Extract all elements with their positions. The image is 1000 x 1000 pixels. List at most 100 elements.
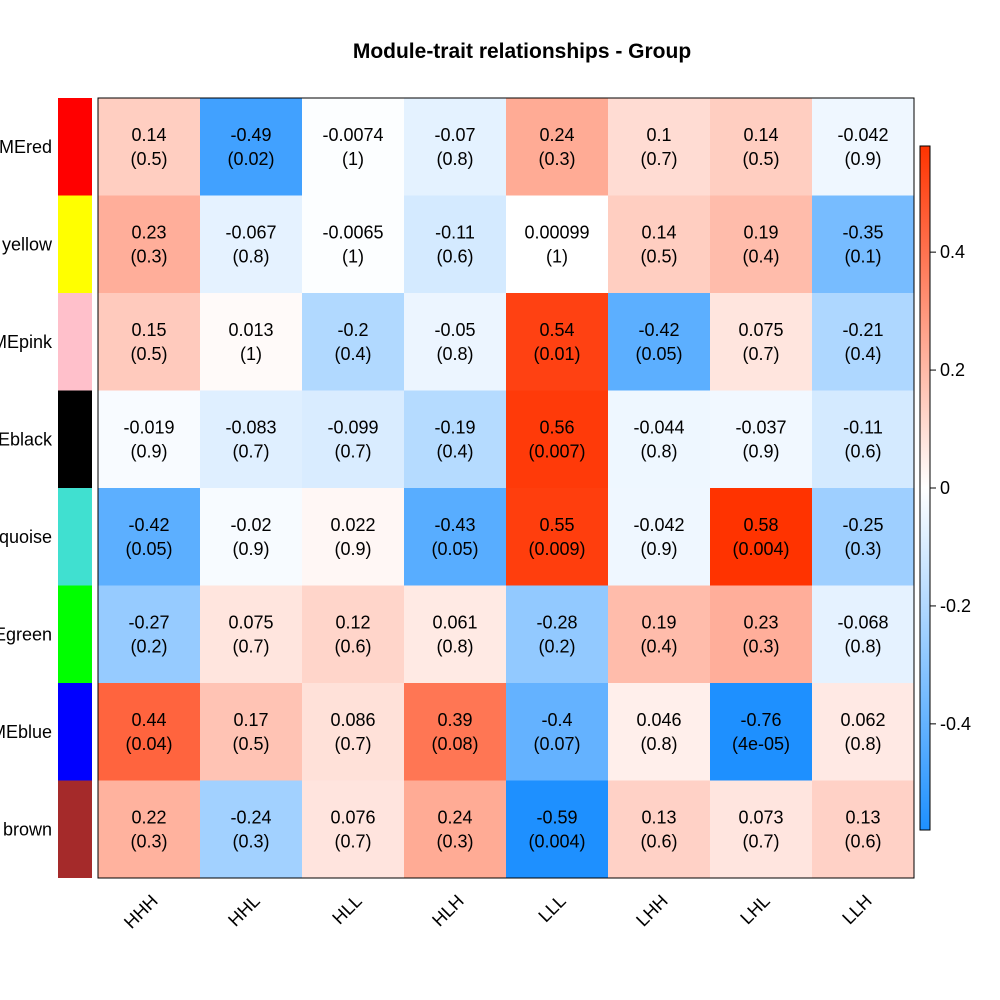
cell-correlation-label: 0.23 [131, 222, 166, 242]
module-color-bar [58, 585, 92, 683]
row-label: brown [3, 819, 52, 839]
cell-correlation-label: 0.013 [228, 320, 273, 340]
heatmap-cell [710, 683, 813, 781]
heatmap-cell [98, 293, 201, 391]
cell-correlation-label: 0.24 [437, 807, 472, 827]
cell-correlation-label: -0.43 [434, 515, 475, 535]
heatmap-cell [608, 683, 711, 781]
cell-pvalue-label: (0.3) [538, 149, 575, 169]
cell-correlation-label: -0.76 [740, 710, 781, 730]
cell-pvalue-label: (0.9) [844, 149, 881, 169]
cell-pvalue-label: (0.6) [436, 246, 473, 266]
heatmap-cell [404, 683, 507, 781]
row-label: Egreen [0, 624, 52, 644]
heatmap-cell [200, 683, 303, 781]
cell-correlation-label: -0.42 [128, 515, 169, 535]
cell-correlation-label: -0.037 [735, 417, 786, 437]
cell-pvalue-label: (0.7) [334, 831, 371, 851]
cell-pvalue-label: (0.3) [436, 831, 473, 851]
cell-pvalue-label: (0.4) [742, 246, 779, 266]
heatmap-cell [404, 195, 507, 294]
heatmap-cell [710, 195, 813, 294]
heatmap-cell [302, 98, 405, 196]
colorbar-tick-label: -0.4 [940, 714, 971, 734]
cell-pvalue-label: (0.2) [538, 636, 575, 656]
cell-pvalue-label: (4e-05) [732, 734, 790, 754]
cell-pvalue-label: (0.05) [125, 539, 172, 559]
cell-pvalue-label: (0.7) [334, 734, 371, 754]
cell-pvalue-label: (0.7) [232, 636, 269, 656]
heatmap-cell [812, 293, 915, 391]
heatmap-cell [608, 390, 711, 489]
cell-correlation-label: 0.14 [131, 125, 166, 145]
row-label: quoise [0, 527, 52, 547]
cell-pvalue-label: (0.9) [334, 539, 371, 559]
heatmap-cell [98, 780, 201, 879]
cell-pvalue-label: (0.01) [533, 344, 580, 364]
cell-pvalue-label: (0.7) [640, 149, 677, 169]
heatmap-cell [200, 585, 303, 684]
cell-correlation-label: 0.54 [539, 320, 574, 340]
heatmap-cell [302, 488, 405, 586]
row-label: Eblack [0, 429, 53, 449]
cell-pvalue-label: (0.8) [844, 734, 881, 754]
cell-pvalue-label: (0.5) [640, 246, 677, 266]
colorbar-tick-label: 0 [940, 478, 950, 498]
module-color-bar [58, 195, 92, 293]
cell-correlation-label: -0.02 [230, 515, 271, 535]
heatmap-cell [608, 780, 711, 879]
cell-correlation-label: 0.14 [743, 125, 778, 145]
plot-border [97, 97, 915, 879]
cell-correlation-label: 0.062 [840, 710, 885, 730]
heatmap-cell [98, 390, 201, 489]
column-label: LHL [736, 891, 773, 928]
cell-correlation-label: -0.0074 [322, 125, 383, 145]
cell-correlation-label: 0.17 [233, 710, 268, 730]
cell-correlation-label: -0.083 [225, 417, 276, 437]
colorbar-tick-label: 0.2 [940, 360, 965, 380]
heatmap-cell [404, 293, 507, 391]
heatmap-cell [404, 98, 507, 196]
heatmap-cell [812, 585, 915, 684]
heatmap-cell [404, 780, 507, 879]
cell-pvalue-label: (0.7) [334, 441, 371, 461]
row-label: yellow [2, 234, 53, 254]
heatmap-cell [506, 390, 609, 489]
cell-pvalue-label: (1) [342, 246, 364, 266]
cell-pvalue-label: (0.1) [844, 246, 881, 266]
row-labels: MEred yellow MEpink Eblack quoise Egreen MEblu… [0, 137, 53, 840]
cell-pvalue-label: (0.8) [436, 636, 473, 656]
cell-pvalue-label: (0.5) [232, 734, 269, 754]
heatmap-cell [98, 585, 201, 684]
cell-pvalue-label: (0.5) [742, 149, 779, 169]
cell-pvalue-label: (0.8) [232, 246, 269, 266]
cell-correlation-label: -0.4 [541, 710, 572, 730]
heatmap-cell [200, 293, 303, 391]
cell-correlation-label: -0.099 [327, 417, 378, 437]
cell-pvalue-label: (0.9) [640, 539, 677, 559]
cell-pvalue-label: (0.7) [742, 831, 779, 851]
cell-correlation-label: -0.24 [230, 807, 271, 827]
cell-correlation-label: 0.19 [743, 222, 778, 242]
module-color-bar [58, 780, 92, 878]
heatmap-cell [608, 585, 711, 684]
cell-correlation-label: 0.39 [437, 710, 472, 730]
module-color-bars [58, 98, 92, 878]
cell-correlation-label: 0.15 [131, 320, 166, 340]
module-color-bar [58, 683, 92, 781]
cell-pvalue-label: (0.7) [232, 441, 269, 461]
cell-pvalue-label: (0.8) [640, 734, 677, 754]
cell-pvalue-label: (0.3) [742, 636, 779, 656]
cell-correlation-label: -0.59 [536, 807, 577, 827]
module-color-bar [58, 488, 92, 586]
heatmap-cell [404, 488, 507, 586]
cell-correlation-label: -0.042 [633, 515, 684, 535]
colorbar-scale [919, 145, 931, 831]
heatmap-cell [710, 293, 813, 391]
column-label: HLL [328, 891, 365, 928]
colorbar-ticks: 0.4 0.2 0 -0.2 -0.4 [930, 242, 971, 734]
cell-correlation-label: -0.42 [638, 320, 679, 340]
cell-correlation-label: 0.086 [330, 710, 375, 730]
cell-pvalue-label: (0.3) [130, 831, 167, 851]
heatmap-cell [812, 683, 915, 781]
